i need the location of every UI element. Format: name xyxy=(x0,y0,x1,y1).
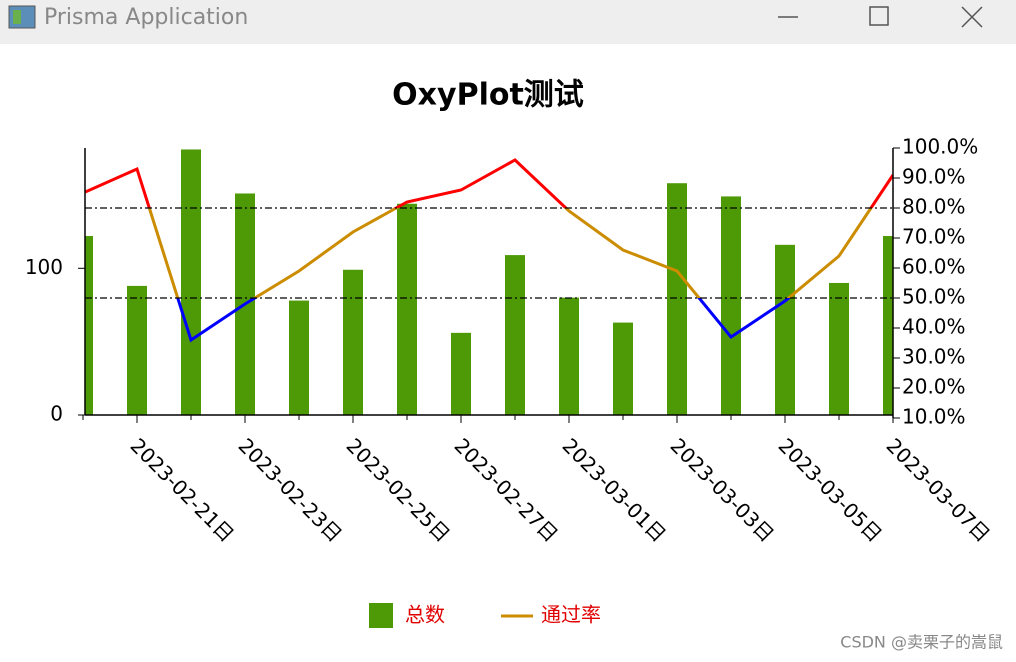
y2-tick-label: 60.0% xyxy=(902,255,966,279)
y2-tick-label: 100.0% xyxy=(902,135,978,159)
bar xyxy=(343,269,363,415)
y-tick-label: 0 xyxy=(50,402,63,426)
window-title: Prisma Application xyxy=(44,5,248,30)
bar xyxy=(667,183,687,415)
legend-label: 通过率 xyxy=(541,603,601,627)
bar xyxy=(829,282,849,415)
bar xyxy=(775,244,795,415)
y2-tick-label: 70.0% xyxy=(902,225,966,249)
y2-tick-label: 80.0% xyxy=(902,195,966,219)
x-tick-label: 2023-02-21日 xyxy=(126,433,239,546)
y2-tick-label: 30.0% xyxy=(902,345,966,369)
x-tick-label: 2023-02-25日 xyxy=(342,433,455,546)
title-bar xyxy=(0,0,1016,44)
bar xyxy=(559,297,579,415)
y-tick-label: 100 xyxy=(25,255,63,279)
bar xyxy=(721,196,741,415)
bar xyxy=(289,300,309,415)
y2-tick-label: 90.0% xyxy=(902,165,966,189)
legend-label: 总数 xyxy=(405,603,445,627)
bar xyxy=(613,322,633,415)
bar xyxy=(85,236,93,415)
legend-swatch xyxy=(369,603,393,628)
x-tick-label: 2023-02-23日 xyxy=(234,433,347,546)
x-tick-label: 2023-02-27日 xyxy=(450,433,563,546)
bar xyxy=(883,236,893,415)
chart-title: OxyPlot测试 xyxy=(392,78,584,113)
y2-tick-label: 40.0% xyxy=(902,315,966,339)
rate-line xyxy=(85,158,893,343)
watermark: CSDN @卖栗子的嵩鼠 xyxy=(840,633,1003,652)
y2-tick-label: 50.0% xyxy=(902,285,966,309)
app-icon xyxy=(8,5,36,29)
bar xyxy=(505,255,525,415)
x-tick-label: 2023-03-01日 xyxy=(558,433,671,546)
x-tick-label: 2023-03-03日 xyxy=(666,433,779,546)
y2-tick-label: 20.0% xyxy=(902,375,966,399)
app-icon-part xyxy=(13,10,21,24)
plot-area xyxy=(85,149,893,415)
x-tick-label: 2023-03-07日 xyxy=(882,433,995,546)
close-button[interactable] xyxy=(961,6,983,28)
maximize-button[interactable] xyxy=(869,6,889,26)
bar xyxy=(127,285,147,415)
y2-tick-label: 10.0% xyxy=(902,405,966,429)
bar xyxy=(451,332,471,415)
bar xyxy=(397,203,417,415)
x-tick-label: 2023-03-05日 xyxy=(774,433,887,546)
bar xyxy=(181,149,201,415)
